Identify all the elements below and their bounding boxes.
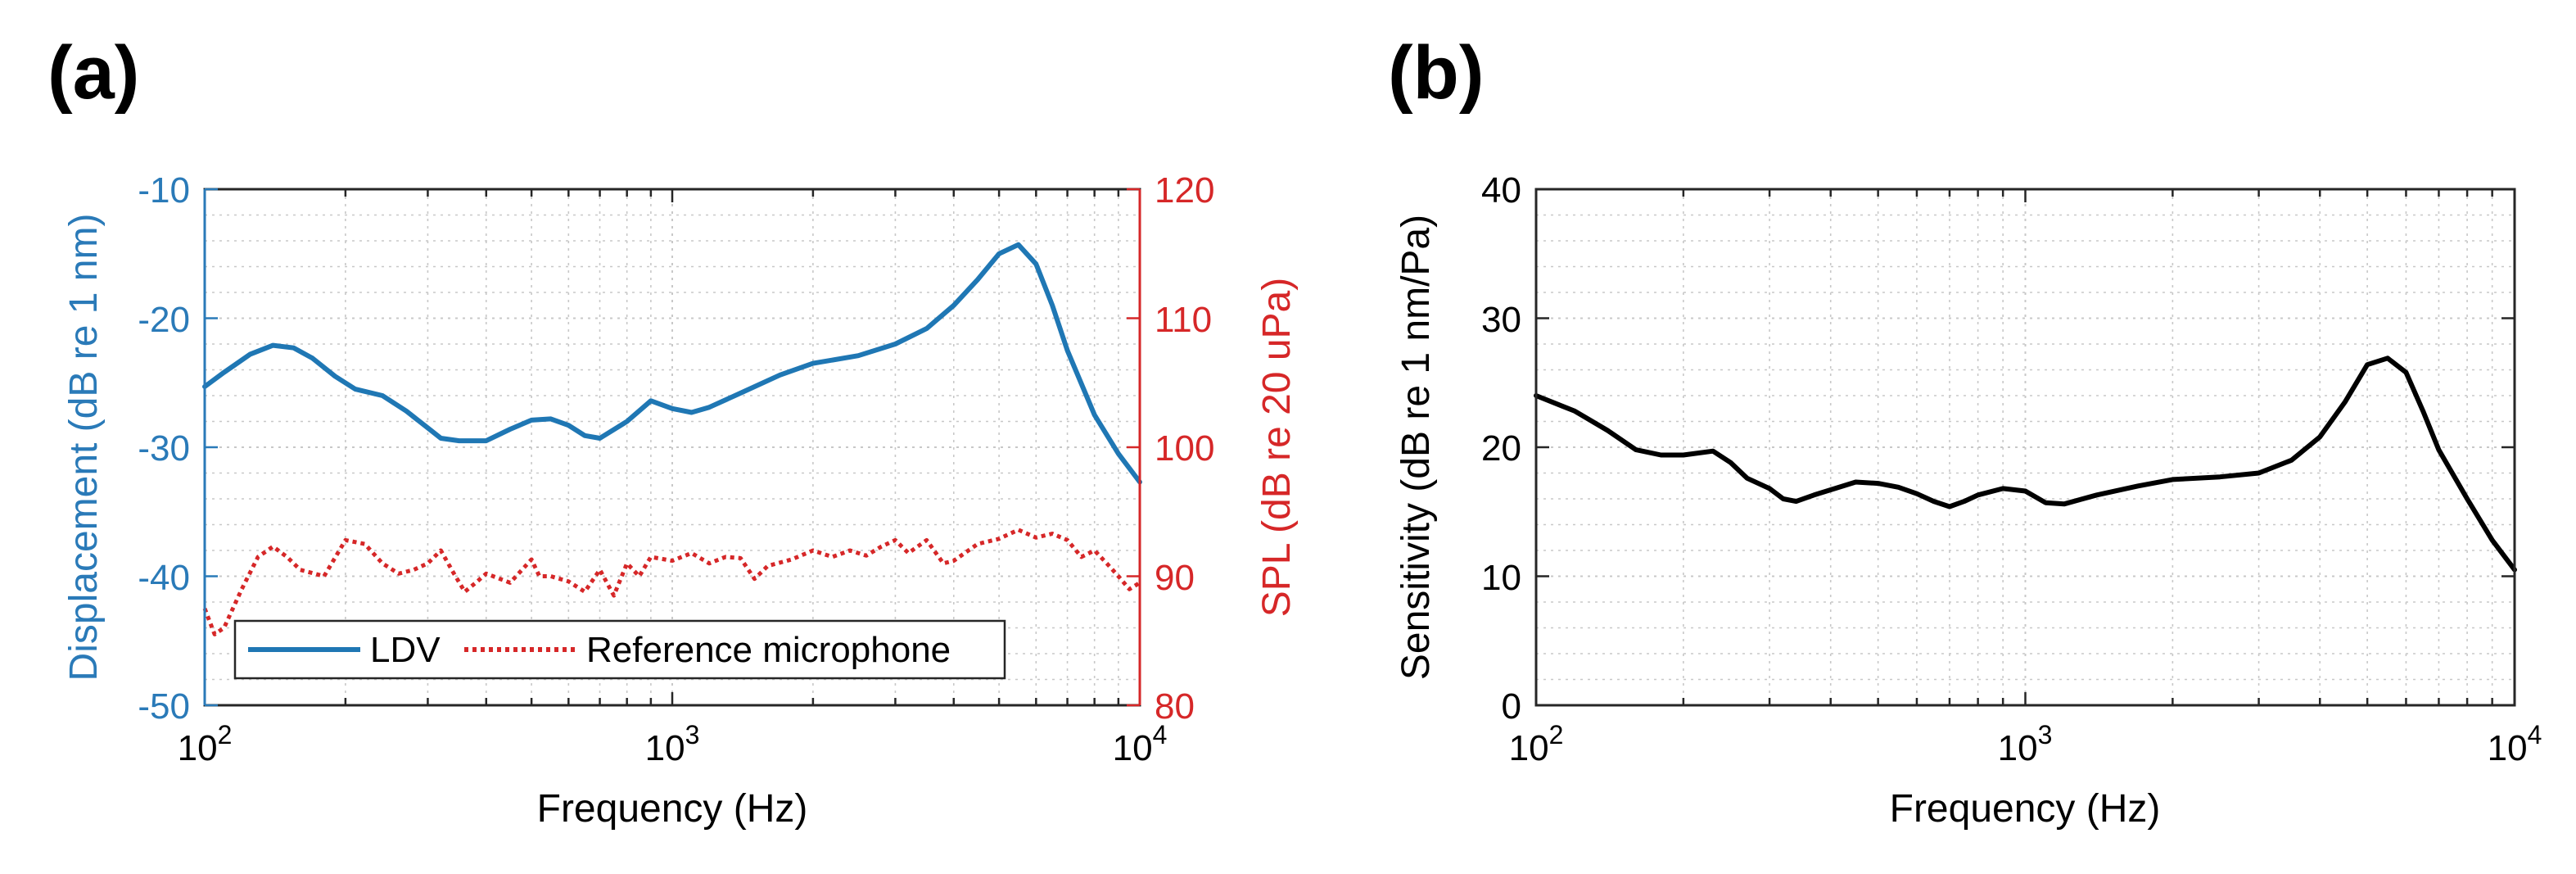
- a-ytick-right-0: 120: [1155, 170, 1214, 211]
- a-ylabel-right: SPL (dB re 20 uPa): [1255, 278, 1299, 617]
- a-xtick-1: 103: [645, 720, 700, 768]
- series-line-reference-microphone: [202, 528, 1141, 636]
- a-ytick-right-1: 110: [1155, 300, 1212, 340]
- a-ytick-left-2: -30: [138, 428, 190, 469]
- chart-a: -10 -20 -30 -40 -50 120 110 100 90 80 10…: [62, 170, 1299, 831]
- legend-label-reference-microphone: Reference microphone: [586, 630, 951, 670]
- chart-a-series: [202, 242, 1142, 636]
- b-xtick-2: 104: [2488, 720, 2542, 768]
- b-xlabel: Frequency (Hz): [1890, 787, 2161, 831]
- a-xlabel: Frequency (Hz): [537, 787, 808, 831]
- b-ytick-4: 0: [1502, 686, 1521, 727]
- b-xtick-0: 102: [1509, 720, 1564, 768]
- legend-box: [233, 619, 1006, 680]
- a-ytick-left-1: -20: [138, 300, 190, 340]
- a-ytick-left-0: -10: [138, 170, 190, 211]
- a-xtick-2: 104: [1113, 720, 1168, 768]
- series-line-sensitivity: [1534, 355, 2517, 573]
- a-ytick-right-4: 80: [1155, 686, 1195, 727]
- panel-label-a: (a): [47, 31, 139, 115]
- b-ytick-2: 20: [1481, 428, 1521, 469]
- b-ytick-0: 40: [1481, 170, 1521, 211]
- a-ylabel-left: Displacement (dB re 1 nm): [62, 214, 106, 682]
- chart-b: 40 30 20 10 0 102 103 104 Frequency (Hz)…: [1394, 170, 2542, 831]
- chart-b-ticks: [1536, 188, 2515, 707]
- chart-a-ticks: [205, 188, 1140, 707]
- a-ytick-right-3: 90: [1155, 558, 1195, 598]
- chart-b-grid: [1536, 189, 2515, 705]
- chart-b-series: [1534, 355, 2517, 573]
- series-line-ldv: [202, 242, 1142, 485]
- a-ytick-left-3: -40: [138, 558, 190, 598]
- legend-label-ldv: LDV: [370, 630, 441, 670]
- a-ytick-right-2: 100: [1155, 428, 1214, 469]
- a-ytick-left-4: -50: [138, 686, 190, 727]
- chart-a-legend: LDV Reference microphone: [233, 619, 1006, 680]
- panel-label-b: (b): [1388, 31, 1484, 115]
- chart-a-grid: [205, 189, 1140, 705]
- b-ytick-1: 30: [1481, 300, 1521, 340]
- b-ylabel: Sensitivity (dB re 1 nm/Pa): [1394, 215, 1438, 680]
- b-ytick-3: 10: [1481, 558, 1521, 598]
- b-xtick-1: 103: [1998, 720, 2053, 768]
- a-xtick-0: 102: [178, 720, 233, 768]
